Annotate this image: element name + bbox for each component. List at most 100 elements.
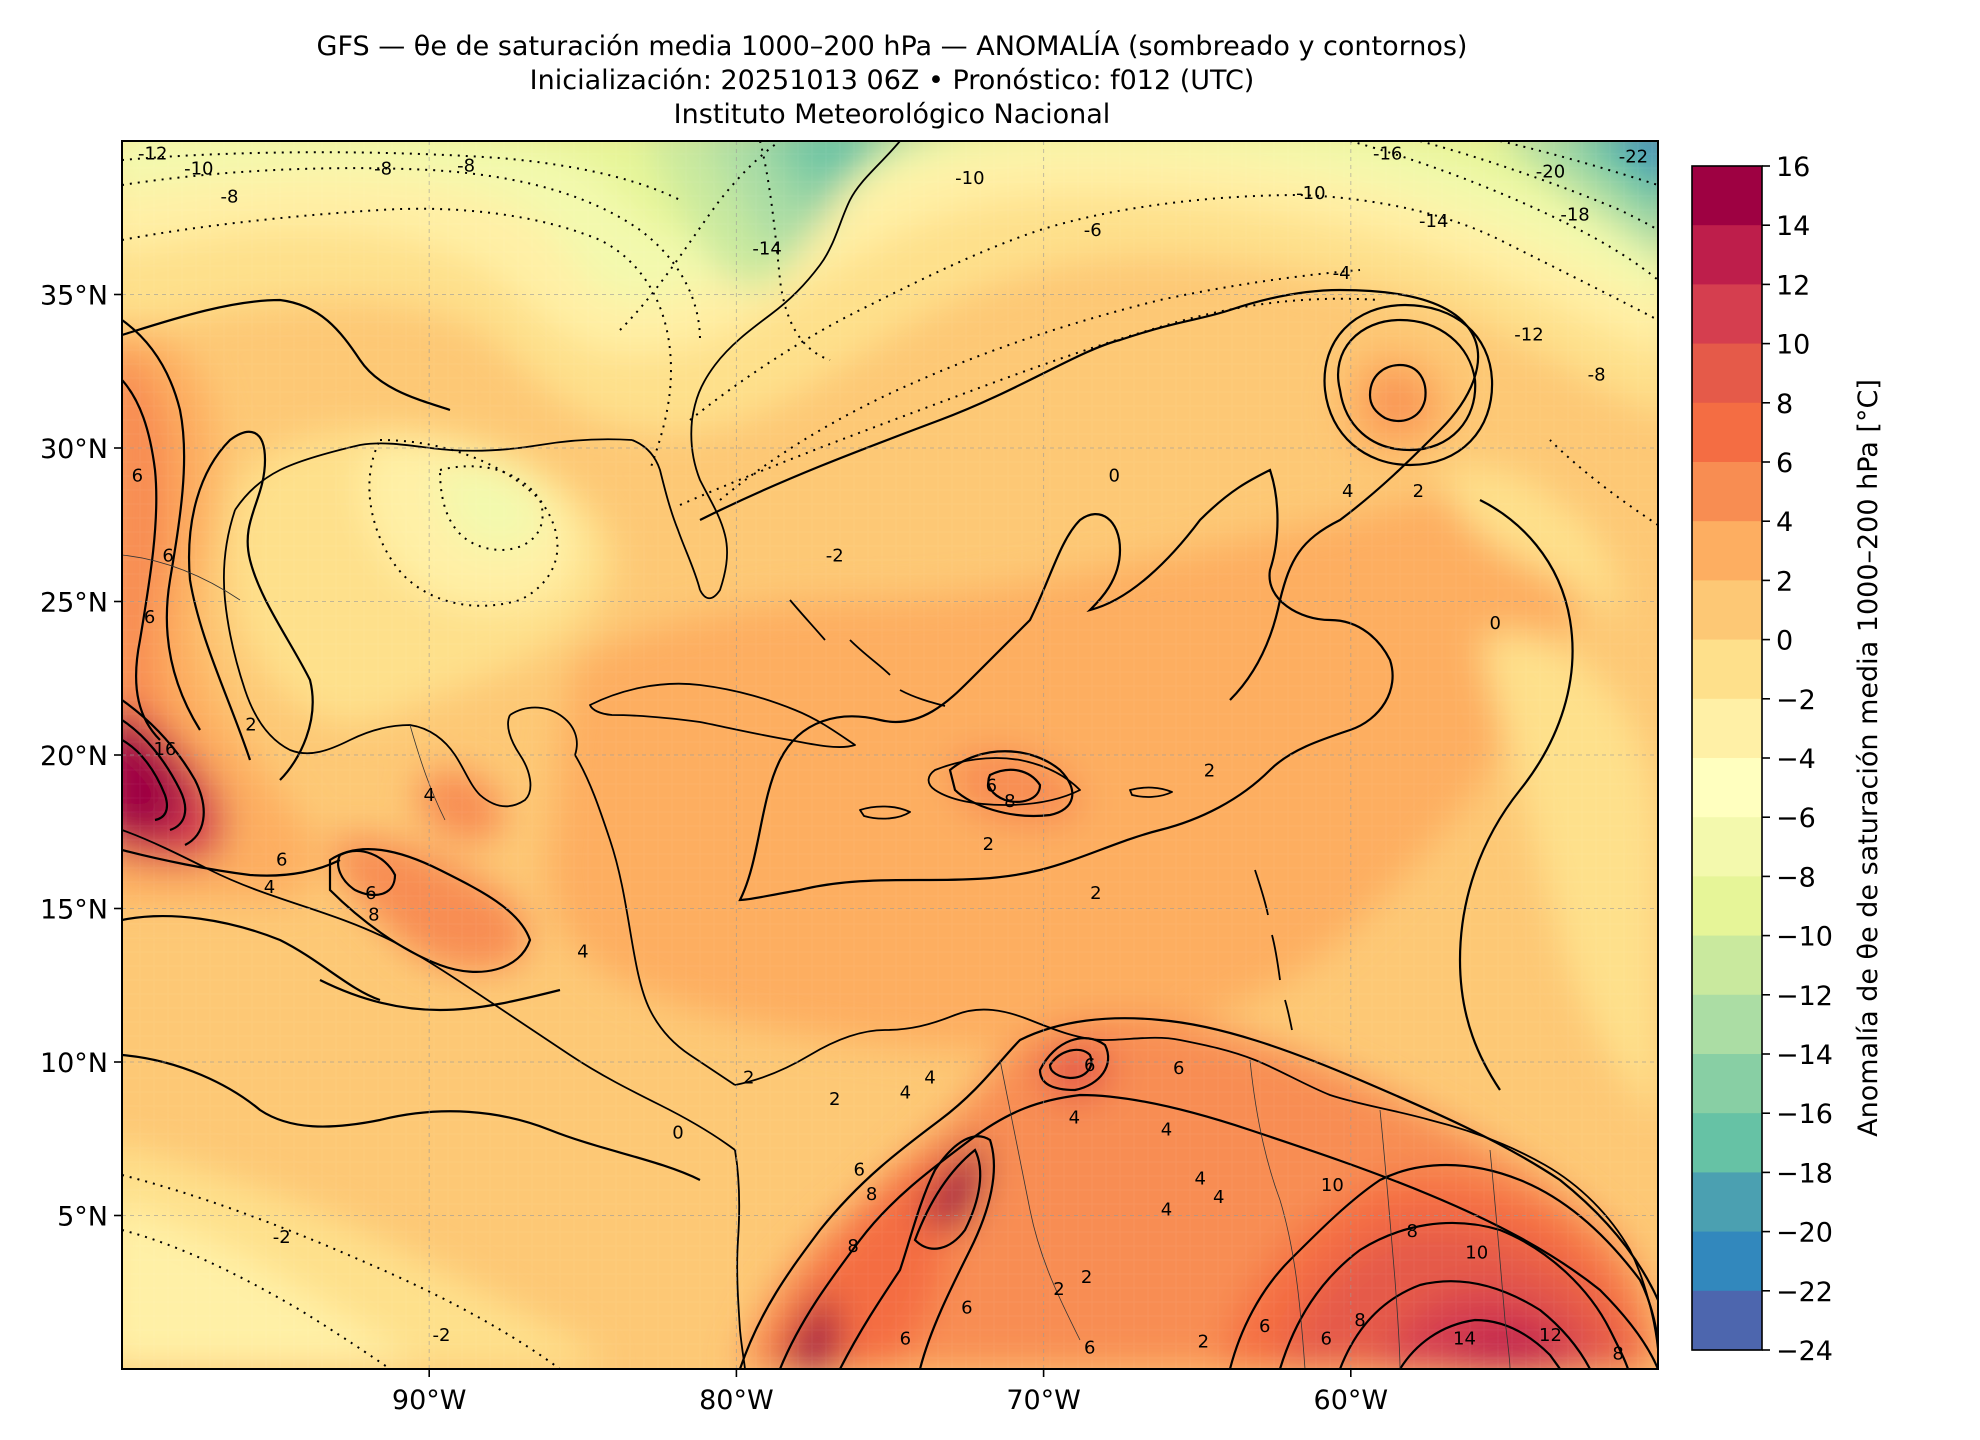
contour-label: 16 (154, 739, 177, 760)
coast-pacific-mexico (122, 829, 736, 1151)
contour-label: 4 (1161, 1199, 1172, 1220)
contour-4-mexico (122, 319, 201, 731)
coast-jamaica (859, 805, 911, 820)
colorbar-bin (1692, 166, 1762, 226)
coast-cuba (589, 682, 856, 748)
chart-title-block: GFS — θe de saturación media 1000–200 hP… (122, 30, 1662, 132)
contour-label: -12 (138, 143, 167, 164)
contour-label: -20 (1536, 162, 1565, 183)
lat-tick-label: 35°N (40, 281, 108, 312)
contour-8-venezuela (1048, 1048, 1093, 1080)
contour-label: -8 (221, 186, 239, 207)
contour-label: -8 (457, 156, 475, 177)
colorbar-bin (1692, 817, 1762, 877)
contour-label: -10 (184, 159, 213, 180)
coast-centam-east (574, 754, 736, 1086)
contour-label: -16 (1373, 143, 1402, 164)
chart-subtitle-institution: Instituto Meteorológico Nacional (673, 99, 1111, 130)
contour-zero-east (1458, 499, 1574, 1091)
contour-label: 8 (1612, 1344, 1623, 1365)
contour-6-sam-east (1228, 1163, 1658, 1369)
colorbar-tick-label: −12 (1776, 981, 1833, 1012)
colorbar-tick-label: −4 (1776, 744, 1816, 775)
contour-label: -22 (1619, 146, 1648, 167)
colorbar-bin (1692, 758, 1762, 818)
colorbar-tick-label: 12 (1776, 270, 1810, 301)
contour-label: 8 (1354, 1310, 1365, 1331)
colorbar-bin (1692, 402, 1762, 463)
contour-8-hispaniola (987, 768, 1042, 803)
colorbar: 16 14 12 10 8 6 4 2 0 −2 −4 −6 −8 −10 −12 −14 −16 −18 −20 −… (1691, 152, 1833, 1367)
coast-lesser-antilles (1254, 869, 1293, 1031)
lon-tick-label: 90°W (392, 1385, 467, 1416)
colorbar-label: Anomalía de θe de saturación media 1000–… (1853, 379, 1884, 1137)
contour-label: 2 (829, 1089, 840, 1110)
contour-label: 4 (1161, 1120, 1172, 1141)
contour-label: 4 (1213, 1187, 1224, 1208)
contour-label: -8 (1588, 364, 1606, 385)
colorbar-tick-label: −24 (1776, 1336, 1833, 1367)
border-guatemala (409, 724, 446, 821)
colorbar-bin (1692, 1054, 1762, 1114)
contour-label: 4 (1195, 1169, 1206, 1190)
contour-8-colombia (913, 1148, 982, 1250)
lon-tick-label: 60°W (1314, 1385, 1389, 1416)
contour-label: 2 (245, 714, 256, 735)
coast-puerto-rico (1129, 786, 1173, 798)
contour-zero-west (122, 1053, 701, 1181)
border-guyana-suriname (1379, 1109, 1401, 1369)
contour-label: 0 (1109, 466, 1120, 487)
coast-florida (631, 439, 701, 591)
colorbar-tick-label: −22 (1776, 1277, 1833, 1308)
contour-label: 4 (1342, 481, 1353, 502)
contour-2-bermuda-outer (1323, 303, 1494, 467)
colorbar-tick-label: −2 (1776, 685, 1816, 716)
border-mexico-us (122, 554, 241, 601)
contour-label: 8 (368, 905, 379, 926)
contour-label: 4 (423, 785, 434, 806)
contour-label: -12 (1514, 324, 1543, 345)
contour-8-mexico (122, 699, 205, 846)
contour-2-sam (738, 1017, 1658, 1369)
chart-subtitle-run: Inicialización: 20251013 06Z • Pronóstic… (529, 65, 1255, 96)
contour-label: 0 (1489, 613, 1500, 634)
contour-label: 8 (1407, 1221, 1418, 1242)
colorbar-tick-label: 2 (1776, 566, 1793, 597)
border-venezuela-guyana (1249, 1059, 1306, 1369)
contour-label: 2 (1081, 1267, 1092, 1288)
anomaly-contours (122, 141, 1658, 1369)
chart-title: GFS — θe de saturación media 1000–200 hP… (316, 31, 1468, 62)
contour-label: -10 (955, 168, 984, 189)
contour-label: 8 (866, 1184, 877, 1205)
contour-2-mexico-south (122, 915, 381, 1002)
latitude-axis: 35°N 30°N 25°N 20°N 15°N 10°N 5°N (40, 281, 122, 1233)
contour-label: 10 (1321, 1175, 1344, 1196)
coast-yucatan (509, 706, 578, 756)
contour-label: -18 (1560, 205, 1589, 226)
contour-label: -6 (1084, 220, 1102, 241)
contour-2-carib (738, 468, 1394, 902)
contour-label: 2 (1413, 481, 1424, 502)
colorbar-bin (1692, 521, 1762, 581)
contour-zero-mexico (122, 298, 451, 412)
border-suriname-fguiana (1489, 1149, 1511, 1369)
contour-2-mexico-inner (187, 430, 314, 781)
colorbar-bin (1692, 284, 1762, 345)
contour-8-sam-east (1278, 1221, 1630, 1369)
colorbar-tick-label: −6 (1776, 803, 1816, 834)
coast-bahamas (789, 599, 946, 707)
coastlines (122, 141, 1658, 1369)
contour-label: -14 (1419, 211, 1448, 232)
contour-label: 6 (162, 545, 173, 566)
coast-us-east (690, 141, 901, 600)
contour-labels: -12-10-8-8 -8-14-10-6-16-20-22-14 -18-10-4… (132, 143, 1648, 1364)
contour-label: 4 (577, 941, 588, 962)
contour-2-bermuda (1337, 318, 1477, 452)
colorbar-tick-label: −18 (1776, 1158, 1833, 1189)
coast-pacific-sam (734, 1149, 746, 1369)
lon-tick-label: 70°W (1006, 1385, 1081, 1416)
contour-label: -2 (433, 1325, 451, 1346)
contour-label: 4 (1069, 1107, 1080, 1128)
coast-hispaniola (927, 757, 1081, 806)
